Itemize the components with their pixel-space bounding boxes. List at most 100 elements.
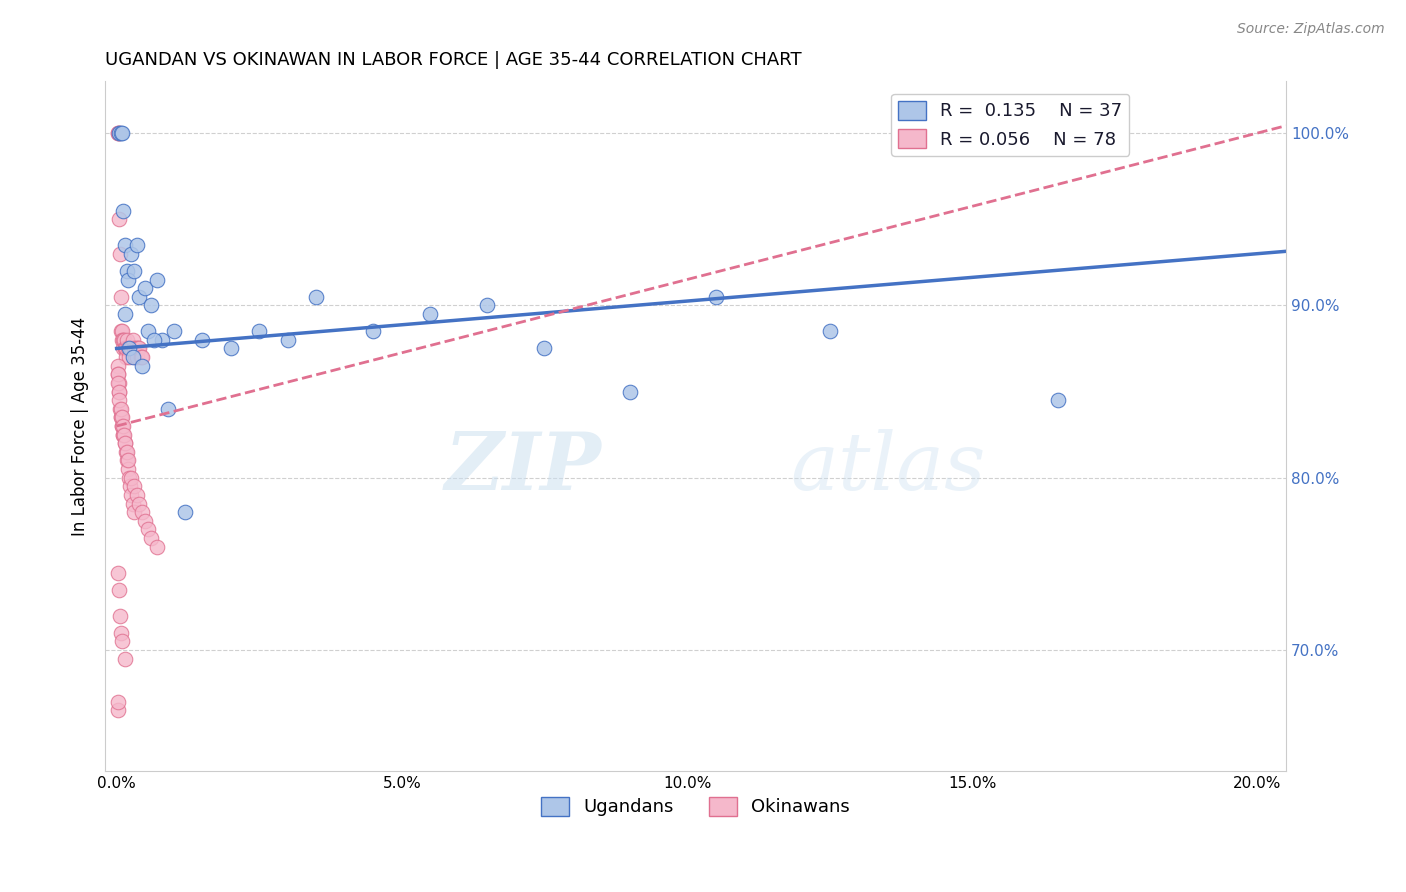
Point xyxy=(219,342,242,356)
Point xyxy=(120,488,142,502)
Point xyxy=(121,333,143,347)
Point xyxy=(114,445,136,459)
Point xyxy=(114,350,136,364)
Point xyxy=(110,126,132,140)
Point xyxy=(128,290,150,304)
Point xyxy=(704,290,727,304)
Point xyxy=(120,246,142,260)
Point xyxy=(145,272,167,286)
Point xyxy=(107,368,129,382)
Point xyxy=(111,410,134,425)
Point xyxy=(110,625,132,640)
Point xyxy=(363,324,385,338)
Text: atlas: atlas xyxy=(790,429,986,506)
Point xyxy=(120,471,142,485)
Point xyxy=(118,350,141,364)
Point xyxy=(110,410,132,425)
Point xyxy=(122,479,145,493)
Point xyxy=(136,324,159,338)
Point xyxy=(128,497,150,511)
Point xyxy=(108,376,131,390)
Point xyxy=(115,445,138,459)
Point xyxy=(134,281,156,295)
Point xyxy=(110,324,132,338)
Point xyxy=(107,695,129,709)
Point xyxy=(111,427,134,442)
Point xyxy=(108,126,131,140)
Point xyxy=(122,505,145,519)
Point xyxy=(115,342,138,356)
Point xyxy=(117,462,139,476)
Point xyxy=(111,419,134,434)
Point xyxy=(114,238,136,252)
Point xyxy=(139,298,162,312)
Text: UGANDAN VS OKINAWAN IN LABOR FORCE | AGE 35-44 CORRELATION CHART: UGANDAN VS OKINAWAN IN LABOR FORCE | AGE… xyxy=(105,51,801,69)
Point xyxy=(117,453,139,467)
Point xyxy=(120,342,142,356)
Point xyxy=(110,401,132,416)
Point xyxy=(818,324,841,338)
Point xyxy=(107,126,129,140)
Point xyxy=(108,401,131,416)
Point xyxy=(115,264,138,278)
Point xyxy=(114,651,136,665)
Point xyxy=(114,307,136,321)
Point xyxy=(110,290,132,304)
Point xyxy=(112,203,135,218)
Text: Source: ZipAtlas.com: Source: ZipAtlas.com xyxy=(1237,22,1385,37)
Point xyxy=(107,566,129,580)
Point xyxy=(111,419,134,434)
Point xyxy=(125,342,148,356)
Point xyxy=(134,514,156,528)
Point xyxy=(111,324,134,338)
Point xyxy=(139,531,162,545)
Point xyxy=(110,410,132,425)
Point xyxy=(108,608,131,623)
Point xyxy=(118,471,141,485)
Point xyxy=(122,264,145,278)
Point xyxy=(107,126,129,140)
Point xyxy=(174,505,197,519)
Point xyxy=(111,333,134,347)
Point xyxy=(107,368,129,382)
Point xyxy=(114,342,136,356)
Point xyxy=(128,342,150,356)
Point xyxy=(619,384,641,399)
Point xyxy=(125,488,148,502)
Text: ZIP: ZIP xyxy=(444,429,602,506)
Point xyxy=(108,384,131,399)
Point xyxy=(108,393,131,408)
Point xyxy=(150,333,173,347)
Point xyxy=(107,376,129,390)
Point xyxy=(111,419,134,434)
Point xyxy=(121,497,143,511)
Point xyxy=(108,384,131,399)
Point xyxy=(115,453,138,467)
Point xyxy=(115,333,138,347)
Point xyxy=(120,479,142,493)
Point xyxy=(142,333,165,347)
Y-axis label: In Labor Force | Age 35-44: In Labor Force | Age 35-44 xyxy=(72,317,89,535)
Point xyxy=(114,436,136,450)
Point xyxy=(247,324,270,338)
Point xyxy=(112,333,135,347)
Point xyxy=(305,290,328,304)
Point xyxy=(108,582,131,597)
Point xyxy=(122,342,145,356)
Point xyxy=(114,342,136,356)
Point xyxy=(107,703,129,717)
Point xyxy=(191,333,214,347)
Point xyxy=(145,540,167,554)
Point xyxy=(120,342,142,356)
Point xyxy=(108,126,131,140)
Point xyxy=(1046,393,1069,408)
Point xyxy=(124,350,146,364)
Point xyxy=(114,436,136,450)
Point xyxy=(419,307,441,321)
Point xyxy=(108,212,131,227)
Point xyxy=(117,272,139,286)
Point xyxy=(111,342,134,356)
Point xyxy=(136,523,159,537)
Point xyxy=(129,350,152,364)
Point xyxy=(131,505,153,519)
